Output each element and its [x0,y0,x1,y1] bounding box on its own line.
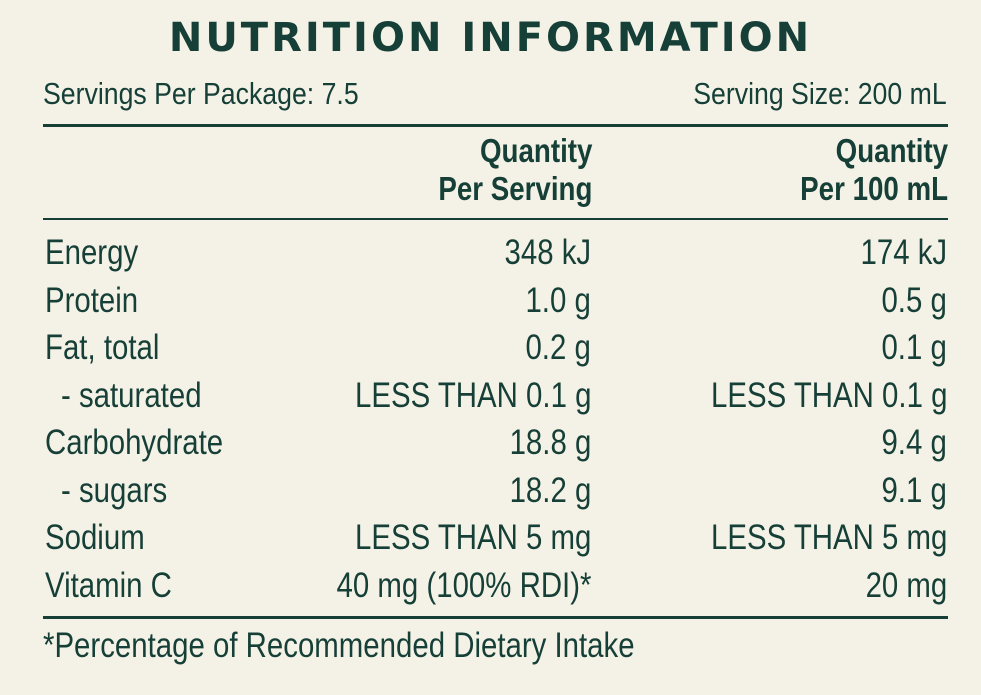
table-row: - saturated LESS THAN 0.1 g LESS THAN 0.… [43,374,948,422]
nutrient-name: Protein [45,280,139,320]
serving-size: Serving Size: 200 mL [693,76,947,111]
bottom-divider [43,616,948,619]
per-serving-header-line2: Per Serving [437,170,592,207]
per-100ml-value: 174 kJ [860,233,947,272]
per-100ml-header-line1: Quantity [835,132,948,169]
per-serving-value: 18.8 g [509,423,591,462]
nutrient-name: Fat, total [45,328,160,367]
per-100ml-value: 20 mg [865,565,947,605]
table-row: Energy 348 kJ 174 kJ [43,231,948,279]
nutrient-name: Sodium [45,518,145,557]
per-serving-value: 348 kJ [504,233,591,272]
per-100ml-value: 0.1 g [881,328,947,367]
per-serving-header-line1: Quantity [479,132,592,169]
per-100ml-header-line2: Per 100 mL [800,170,948,207]
per-serving-value: LESS THAN 5 mg [354,518,591,557]
header-divider [43,218,948,220]
per-100ml-header: Quantity Per 100 mL [800,132,948,208]
per-100ml-value: 9.4 g [881,423,947,462]
nutrient-name: Energy [45,233,139,272]
table-row: Vitamin C 40 mg (100% RDI)* 20 mg [43,564,948,612]
nutrient-name: Carbohydrate [45,423,224,462]
table-row: Fat, total 0.2 g 0.1 g [43,326,948,374]
per-serving-value: 18.2 g [509,470,591,510]
footnote: *Percentage of Recommended Dietary Intak… [43,626,635,665]
table-row: - sugars 18.2 g 9.1 g [43,469,948,517]
table-row: Carbohydrate 18.8 g 9.4 g [43,421,948,469]
nutrient-name: Vitamin C [45,565,172,605]
panel-title: NUTRITION INFORMATION [168,15,813,61]
per-100ml-value: LESS THAN 5 mg [710,518,947,557]
table-row: Protein 1.0 g 0.5 g [43,279,948,327]
per-100ml-value: LESS THAN 0.1 g [710,375,947,415]
per-serving-value: 40 mg (100% RDI)* [336,565,591,605]
nutrition-table: Energy 348 kJ 174 kJ Protein 1.0 g 0.5 g… [43,231,948,611]
per-serving-value: 0.2 g [525,328,591,367]
table-row: Sodium LESS THAN 5 mg LESS THAN 5 mg [43,516,948,564]
per-serving-value: LESS THAN 0.1 g [354,375,591,415]
nutrient-name: - saturated [61,375,202,415]
top-divider [43,124,948,127]
nutrient-name: - sugars [61,470,168,510]
servings-per-package: Servings Per Package: 7.5 [43,76,359,111]
per-serving-value: 1.0 g [525,280,591,320]
per-serving-header: Quantity Per Serving [438,132,592,208]
per-100ml-value: 0.5 g [881,280,947,320]
per-100ml-value: 9.1 g [881,470,947,510]
